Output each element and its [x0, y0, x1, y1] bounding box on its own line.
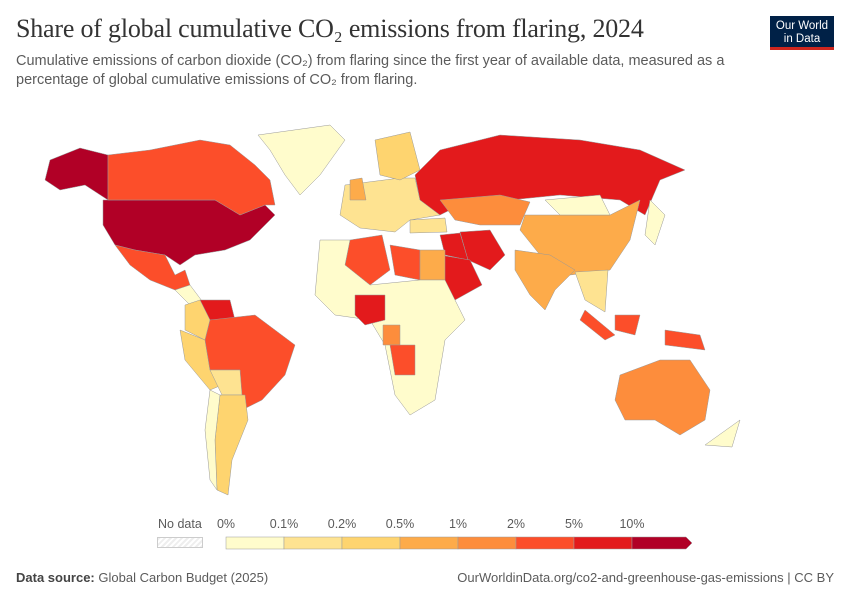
country-greenland[interactable]: Greenland	[257, 124, 346, 196]
country-gabon-congo[interactable]: Gabon/Congo	[382, 324, 401, 346]
country-united-kingdom[interactable]: United Kingdom	[349, 177, 367, 201]
country-angola[interactable]: Angola	[389, 344, 416, 376]
country-argentina[interactable]: Argentina	[214, 394, 249, 496]
logo-line-1: Our World	[775, 20, 829, 32]
legend-tick-label: 1%	[448, 517, 468, 531]
legend-tick-label: 0.2%	[327, 517, 357, 531]
country-turkey[interactable]: Turkey	[409, 217, 448, 234]
legend-bin-3[interactable]	[399, 536, 459, 550]
data-source: Data source: Global Carbon Budget (2025)	[16, 570, 268, 585]
country-brazil[interactable]: Brazil	[204, 314, 296, 411]
country-mongolia[interactable]: Mongolia	[544, 194, 611, 216]
country-egypt[interactable]: Egypt	[419, 249, 446, 281]
country-new-guinea[interactable]: New Guinea	[664, 329, 706, 351]
legend-tick-label: 0.1%	[269, 517, 299, 531]
color-legend	[225, 536, 693, 550]
chart-subtitle: Cumulative emissions of carbon dioxide (…	[16, 53, 725, 88]
country-india[interactable]: India	[514, 249, 576, 311]
country-chile[interactable]: Chile	[204, 389, 221, 491]
legend-tick-label: 10%	[619, 517, 645, 531]
country-canada[interactable]: Canada	[107, 139, 276, 216]
country-norway[interactable]: Norway	[374, 131, 421, 181]
country-nigeria[interactable]: Nigeria	[354, 294, 386, 326]
legend-no-data-label: No data	[158, 517, 202, 531]
country-sumatra-java[interactable]: Sumatra/Java	[579, 309, 616, 341]
legend-tick-label: 0.5%	[385, 517, 415, 531]
owid-logo[interactable]: Our World in Data	[770, 16, 834, 50]
legend-bin-1[interactable]	[283, 536, 343, 550]
country-mexico[interactable]: Mexico	[114, 244, 191, 291]
data-source-label: Data source:	[16, 570, 95, 585]
legend-tick-label: 0%	[216, 517, 236, 531]
footer-url[interactable]: OurWorldinData.org/co2-and-greenhouse-ga…	[457, 570, 834, 585]
country-japan[interactable]: Japan	[644, 199, 666, 246]
legend-bin-7[interactable]	[631, 536, 693, 550]
legend-bin-4[interactable]	[457, 536, 517, 550]
country-europe[interactable]: Europe	[339, 177, 441, 233]
data-source-link[interactable]: Global Carbon Budget (2025)	[98, 570, 269, 585]
legend-tick-label: 2%	[506, 517, 526, 531]
country-kazakhstan[interactable]: Kazakhstan	[439, 194, 531, 226]
legend-bin-2[interactable]	[341, 536, 401, 550]
legend-bin-5[interactable]	[515, 536, 575, 550]
country-southeast-asia[interactable]: Southeast Asia	[574, 269, 609, 313]
country-alaska-us-[interactable]: Alaska (US)	[44, 147, 109, 201]
legend-tick-label: 5%	[564, 517, 584, 531]
legend-bin-0[interactable]	[225, 536, 285, 550]
chart-title: Share of global cumulative CO₂ emissions…	[16, 14, 644, 43]
country-libya[interactable]: Libya	[389, 244, 421, 281]
legend-no-data-swatch	[157, 537, 203, 548]
logo-line-2: in Data	[783, 33, 821, 45]
legend-bin-6[interactable]	[573, 536, 633, 550]
world-map: United StatesAlaska (US)CanadaGreenlandM…	[44, 124, 741, 496]
country-borneo[interactable]: Borneo	[614, 314, 641, 336]
country-new-zealand[interactable]: New Zealand	[704, 419, 741, 448]
country-australia[interactable]: Australia	[614, 359, 711, 436]
